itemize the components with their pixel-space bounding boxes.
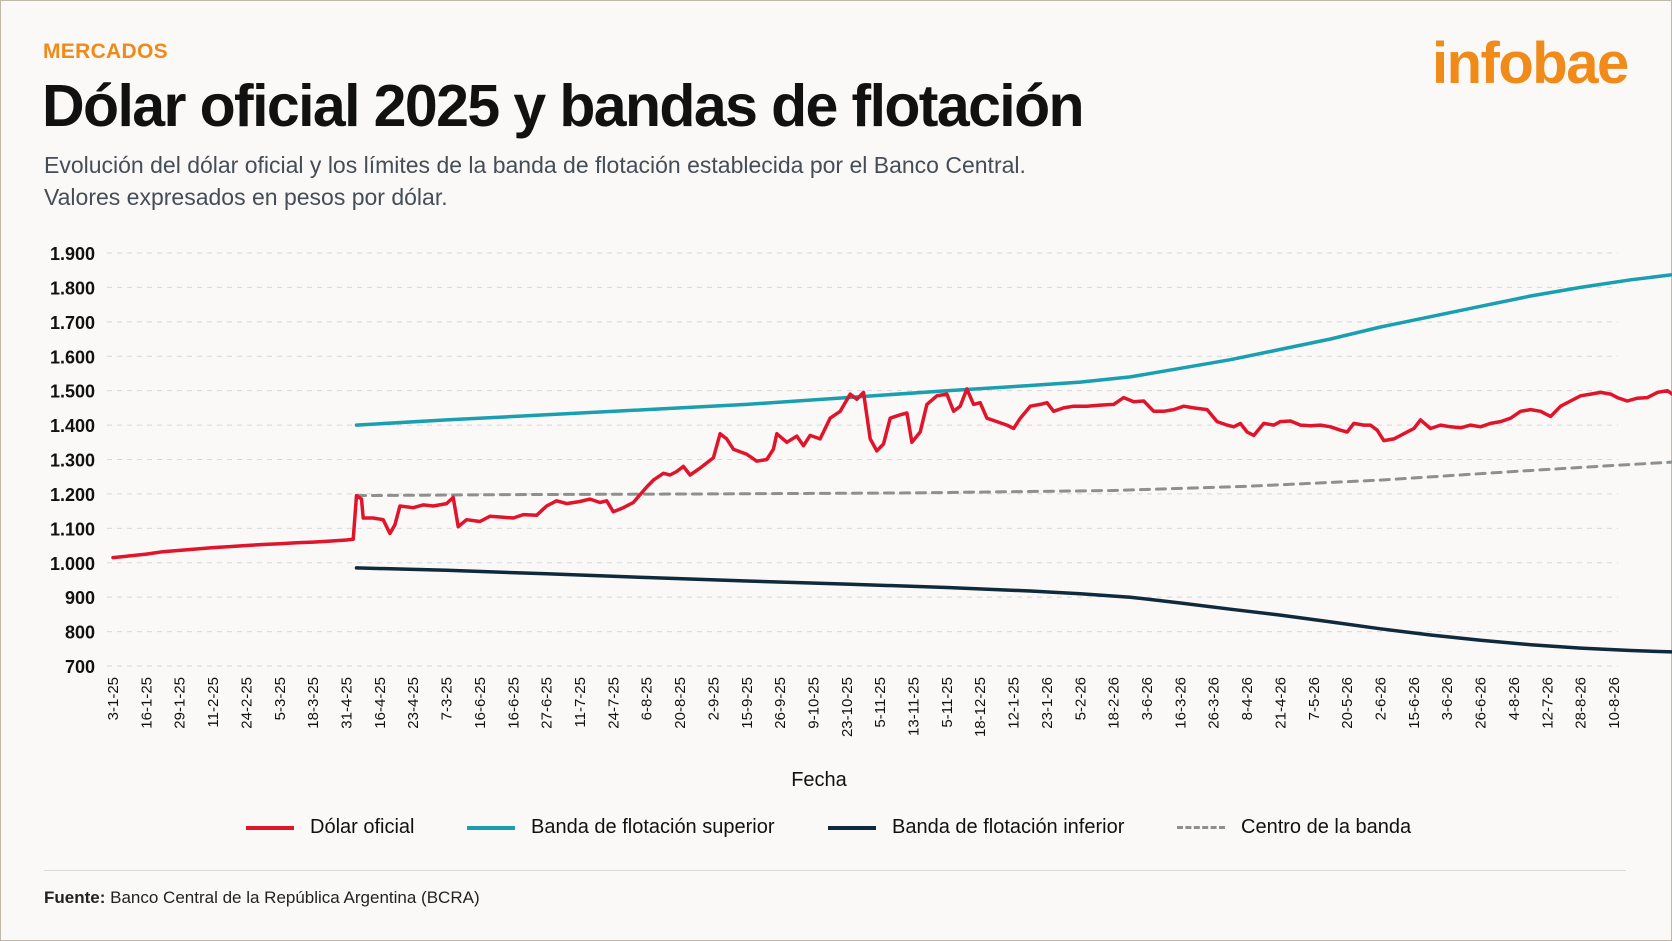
x-tick-label: 24-2-25 (238, 677, 255, 729)
y-tick-label: 700 (65, 657, 95, 677)
x-tick-label: 26-3-26 (1206, 677, 1223, 729)
y-tick-label: 1.800 (50, 278, 95, 298)
x-tick-label: 7-3-25 (439, 677, 456, 720)
x-tick-label: 16-1-25 (138, 677, 155, 729)
grid-lines (107, 252, 1618, 667)
legend-item-centro: Centro de la banda (1177, 816, 1411, 839)
x-tick-label: 8-4-26 (1239, 677, 1256, 720)
series-lines (111, 272, 1672, 654)
x-tick-label: 3-6-26 (1139, 677, 1156, 720)
y-tick-label: 1.100 (50, 519, 95, 539)
x-tick-label: 5-11-25 (939, 677, 956, 728)
x-tick-label: 7-5-26 (1306, 677, 1323, 720)
legend-swatch-superior (467, 825, 515, 830)
x-tick-label: 5-11-25 (872, 677, 889, 728)
brand-logo: infobae (1432, 31, 1629, 96)
x-axis-label: Fecha (791, 769, 847, 791)
x-tick-label: 5-3-25 (272, 677, 289, 720)
legend-item-superior: Banda de flotación superior (467, 816, 775, 839)
x-tick-label: 18-12-25 (972, 677, 989, 737)
y-tick-label: 1.700 (50, 313, 95, 333)
y-tick-label: 900 (65, 588, 95, 608)
legend-label: Centro de la banda (1241, 816, 1412, 838)
legend-label: Dólar oficial (310, 816, 415, 838)
legend-item-oficial: Dólar oficial (246, 816, 414, 839)
x-tick-label: 18-3-25 (305, 677, 322, 729)
y-tick-label: 1.000 (50, 554, 95, 574)
section-label: MERCADOS (43, 40, 168, 63)
x-tick-label: 23-1-26 (1039, 677, 1056, 729)
source-text: Banco Central de la República Argentina … (110, 888, 480, 907)
x-tick-label: 6-8-25 (639, 677, 656, 720)
x-tick-label: 26-9-25 (772, 677, 789, 729)
y-tick-label: 1.600 (50, 347, 95, 367)
x-tick-label: 16-3-26 (1172, 677, 1189, 729)
x-tick-label: 13-11-25 (906, 677, 923, 736)
source-note: Fuente: Banco Central de la República Ar… (44, 888, 480, 908)
x-tick-label: 20-5-26 (1339, 677, 1356, 729)
line-chart: 700 800 900 1.000 1.100 1.200 1.300 1.400 1.500 1… (50, 244, 1672, 791)
legend: Dólar oficial Banda de flotación superio… (0, 816, 1672, 846)
x-tick-label: 11-2-25 (205, 677, 222, 728)
legend-label: Banda de flotación inferior (892, 816, 1125, 838)
x-axis-ticks: 3-1-25 16-1-25 29-1-25 11-2-25 24-2-25 5-3-25… (105, 677, 1623, 737)
x-tick-label: 21-4-26 (1272, 677, 1289, 729)
x-tick-label: 24-7-25 (605, 677, 622, 729)
y-tick-label: 800 (65, 623, 95, 643)
x-tick-label: 16-4-25 (372, 677, 389, 729)
x-tick-label: 10-8-26 (1606, 677, 1623, 729)
y-tick-label: 1.200 (50, 485, 95, 505)
series-line-oficial (111, 387, 1672, 560)
x-tick-label: 15-9-25 (739, 677, 756, 729)
subtitle-line-1: Evolución del dólar oficial y los límite… (44, 152, 1026, 178)
x-tick-label: 16-6-25 (505, 677, 522, 729)
x-tick-label: 12-7-26 (1539, 677, 1556, 729)
x-tick-label: 16-6-25 (472, 677, 489, 729)
y-tick-label: 1.400 (50, 416, 95, 436)
x-tick-label: 11-7-25 (572, 677, 589, 728)
series-line-inferior (354, 566, 1672, 654)
y-tick-label: 1.900 (50, 244, 95, 264)
legend-swatch-oficial (246, 825, 294, 830)
x-tick-label: 29-1-25 (172, 677, 189, 729)
x-tick-label: 12-1-25 (1006, 677, 1023, 729)
series-line-centro (355, 460, 1672, 498)
series-line-superior (354, 272, 1672, 427)
legend-label: Banda de flotación superior (531, 816, 775, 838)
x-tick-label: 3-6-26 (1439, 677, 1456, 720)
y-tick-label: 1.500 (50, 382, 95, 402)
subtitle-line-2: Valores expresados en pesos por dólar. (44, 184, 448, 210)
y-tick-label: 1.300 (50, 451, 95, 471)
x-tick-label: 23-4-25 (405, 677, 422, 729)
x-tick-label: 2-9-25 (705, 677, 722, 720)
x-tick-label: 15-6-26 (1406, 677, 1423, 729)
x-tick-label: 28-8-26 (1573, 677, 1590, 729)
x-tick-label: 31-4-25 (338, 677, 355, 729)
x-tick-label: 27-6-25 (539, 677, 556, 729)
x-tick-label: 20-8-25 (672, 677, 689, 729)
x-tick-label: 26-6-26 (1473, 677, 1490, 729)
page-title: Dólar oficial 2025 y bandas de flotación (42, 73, 1085, 139)
x-tick-label: 4-8-26 (1506, 677, 1523, 720)
footer-divider (44, 870, 1626, 871)
legend-swatch-centro (1177, 826, 1225, 829)
source-label: Fuente: (44, 888, 106, 907)
x-tick-label: 5-2-26 (1072, 677, 1089, 720)
x-tick-label: 18-2-26 (1106, 677, 1123, 729)
x-tick-label: 23-10-25 (839, 677, 856, 737)
x-tick-label: 2-6-26 (1373, 677, 1390, 720)
x-tick-label: 3-1-25 (105, 677, 122, 720)
legend-item-inferior: Banda de flotación inferior (828, 816, 1124, 839)
y-axis-ticks: 700 800 900 1.000 1.100 1.200 1.300 1.400 1.500 1… (50, 244, 95, 677)
x-tick-label: 9-10-25 (805, 677, 822, 729)
legend-swatch-inferior (828, 825, 876, 830)
